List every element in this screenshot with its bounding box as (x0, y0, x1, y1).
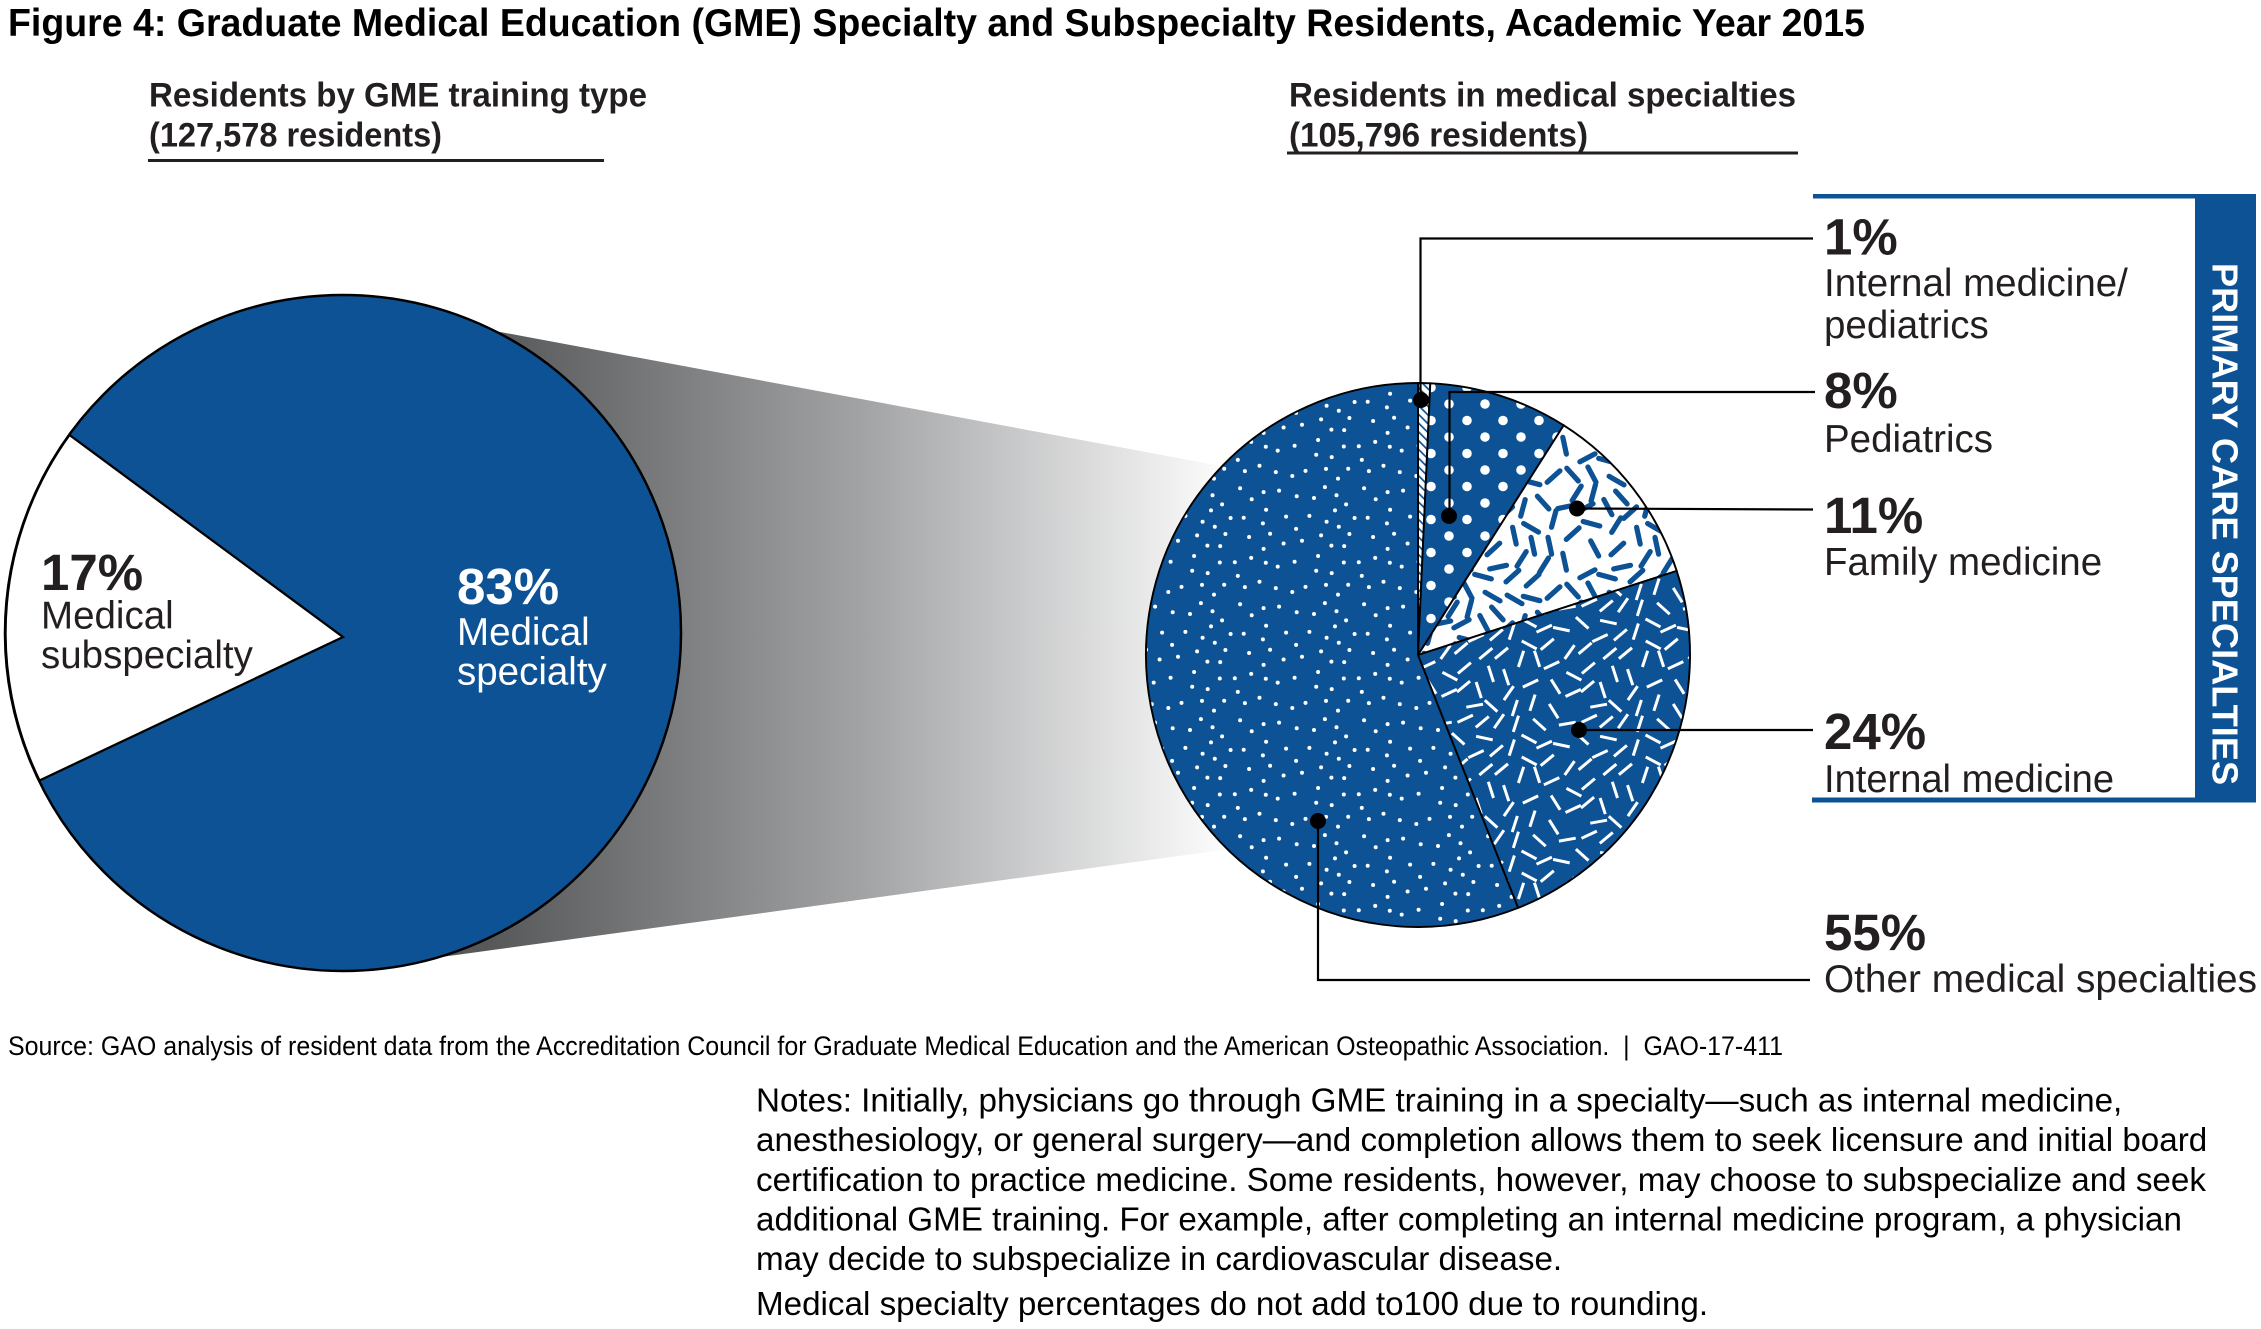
svg-text:55%: 55% (1824, 904, 1926, 961)
svg-text:certification to practice medi: certification to practice medicine. Some… (756, 1162, 2206, 1199)
svg-text:PRIMARY CARE SPECIALTIES: PRIMARY CARE SPECIALTIES (2205, 263, 2246, 785)
svg-text:subspecialty: subspecialty (41, 634, 254, 677)
svg-text:17%: 17% (41, 544, 143, 601)
svg-text:Family medicine: Family medicine (1824, 541, 2102, 584)
svg-text:(105,796 residents): (105,796 residents) (1289, 117, 1588, 155)
svg-text:anesthesiology, or general sur: anesthesiology, or general surgery—and c… (756, 1122, 2207, 1159)
svg-text:may decide to subspecialize in: may decide to subspecialize in cardiovas… (756, 1241, 1562, 1278)
svg-text:1%: 1% (1824, 209, 1898, 266)
svg-text:Medical: Medical (41, 595, 174, 638)
svg-text:Medical: Medical (457, 611, 590, 654)
svg-text:pediatrics: pediatrics (1824, 304, 1989, 347)
svg-text:24%: 24% (1824, 703, 1926, 760)
svg-text:Residents in medical specialti: Residents in medical specialties (1289, 77, 1796, 115)
svg-text:Notes: Initially, physicians g: Notes: Initially, physicians go through … (756, 1083, 2122, 1120)
svg-text:(127,578 residents): (127,578 residents) (149, 117, 442, 155)
svg-text:Pediatrics: Pediatrics (1824, 418, 1993, 461)
svg-text:specialty: specialty (457, 651, 608, 694)
svg-text:additional GME training. For e: additional GME training. For example, af… (756, 1202, 2182, 1239)
svg-text:Residents by GME training type: Residents by GME training type (149, 77, 647, 115)
svg-text:Internal medicine/: Internal medicine/ (1824, 262, 2128, 305)
svg-text:Figure 4: Graduate Medical Edu: Figure 4: Graduate Medical Education (GM… (8, 2, 1865, 45)
svg-text:Source: GAO analysis of reside: Source: GAO analysis of resident data fr… (8, 1031, 1783, 1061)
svg-text:8%: 8% (1824, 362, 1898, 419)
svg-text:83%: 83% (457, 558, 559, 615)
svg-text:Other medical specialties: Other medical specialties (1824, 958, 2257, 1001)
svg-text:Medical specialty percentages: Medical specialty percentages do not add… (756, 1286, 1708, 1323)
svg-text:Internal medicine: Internal medicine (1824, 758, 2114, 801)
svg-text:11%: 11% (1824, 487, 1923, 544)
